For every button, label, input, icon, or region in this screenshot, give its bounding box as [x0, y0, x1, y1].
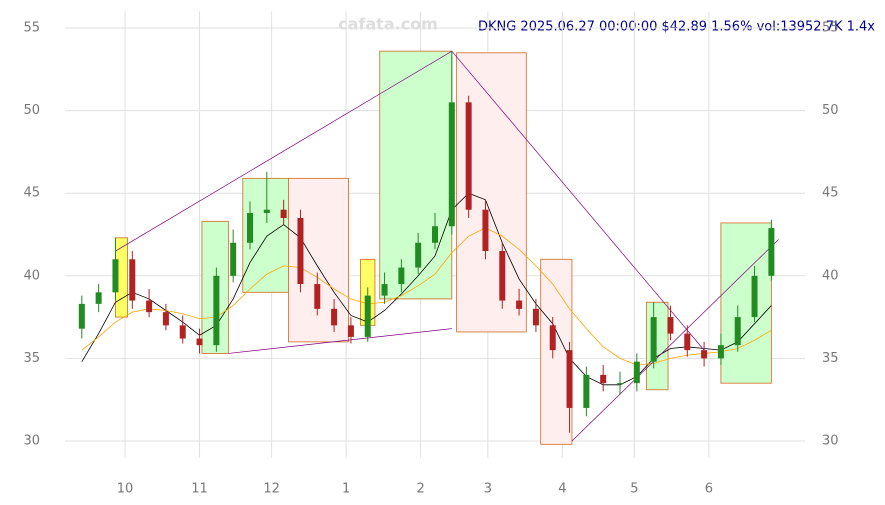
candle-body — [532, 308, 539, 326]
x-tick-label: 11 — [191, 482, 208, 497]
candle-body — [196, 338, 203, 346]
candle-body — [516, 300, 523, 309]
trend-line — [571, 239, 779, 442]
candle-body — [347, 325, 354, 337]
x-tick-label: 6 — [705, 482, 713, 497]
y-tick-label-right: 30 — [822, 433, 839, 448]
candle-body — [364, 295, 371, 337]
candle-body — [263, 209, 270, 214]
candle-body — [162, 312, 169, 326]
candle-body — [768, 228, 775, 276]
candle-body — [701, 350, 708, 359]
x-tick-label: 3 — [484, 482, 492, 497]
candle-body — [583, 374, 590, 408]
y-tick-label-right: 45 — [822, 186, 839, 201]
x-tick-label: 5 — [630, 482, 638, 497]
candle-body — [398, 267, 405, 285]
x-tick-label: 10 — [117, 482, 134, 497]
y-tick-label-right: 55 — [822, 21, 839, 36]
candle-body — [297, 217, 304, 285]
candle-body — [112, 259, 119, 293]
zone — [720, 222, 772, 384]
candle-body — [617, 383, 623, 385]
trend-line — [115, 50, 705, 351]
candle-body — [667, 317, 674, 334]
y-tick-label: 35 — [23, 351, 40, 366]
y-tick-label-right: 40 — [822, 268, 839, 283]
candle-body — [314, 284, 321, 309]
candle-body — [247, 213, 253, 243]
candle-body — [129, 259, 136, 301]
y-tick-label: 40 — [23, 268, 40, 283]
candle-body — [381, 284, 388, 296]
y-tick-label-right: 35 — [822, 351, 839, 366]
candle-body — [78, 303, 85, 329]
candle-body — [465, 102, 472, 210]
y-tick-label-right: 50 — [822, 103, 839, 118]
candle-body — [684, 333, 691, 351]
candle-body — [751, 275, 758, 318]
zone — [646, 301, 669, 391]
candle-body — [280, 209, 287, 218]
x-tick-label: 1 — [342, 482, 350, 497]
zone — [288, 177, 349, 343]
candle-body — [230, 242, 237, 276]
candle-body — [499, 251, 506, 301]
candle-body — [734, 317, 741, 346]
candle-body — [331, 308, 338, 326]
chart-title: DKNG 2025.06.27 00:00:00 $42.89 1.56% vo… — [478, 20, 875, 35]
candle-body — [566, 350, 573, 408]
x-tick-label: 12 — [263, 482, 280, 497]
candle-body — [633, 361, 640, 384]
candle-body — [415, 242, 422, 268]
candle-body — [600, 374, 607, 384]
candle-body — [549, 325, 556, 351]
candle-body — [179, 325, 186, 339]
trend-line — [228, 328, 452, 354]
candle-body — [95, 292, 102, 304]
ma-line — [81, 227, 772, 366]
y-tick-label: 45 — [23, 186, 40, 201]
candle-body — [448, 102, 455, 227]
y-tick-label: 30 — [23, 433, 40, 448]
candle-body — [717, 345, 724, 359]
candle-body — [146, 300, 153, 313]
y-tick-label: 55 — [23, 21, 40, 36]
y-tick-label: 50 — [23, 103, 40, 118]
candle-body — [482, 209, 489, 252]
candle-body — [650, 317, 657, 362]
x-tick-label: 4 — [558, 482, 566, 497]
candle-body — [432, 226, 438, 243]
x-tick-label: 2 — [416, 482, 424, 497]
candle-body — [213, 275, 220, 346]
watermark: cafata.com — [338, 15, 438, 34]
